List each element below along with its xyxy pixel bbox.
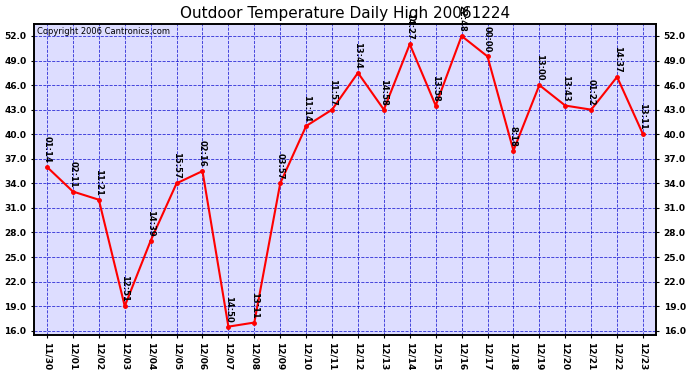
Text: 13:58: 13:58 [431,75,440,101]
Text: 14:58: 14:58 [380,79,388,105]
Text: 01:14: 01:14 [43,136,52,163]
Text: 14:39: 14:39 [146,210,155,237]
Text: 01:22: 01:22 [586,79,595,105]
Text: 12:51: 12:51 [120,275,129,302]
Text: 02:16: 02:16 [198,140,207,167]
Text: 13:43: 13:43 [561,75,570,101]
Text: 03:57: 03:57 [276,153,285,179]
Text: 11:14: 11:14 [302,95,310,122]
Text: 13:00: 13:00 [535,54,544,81]
Text: 13:44: 13:44 [353,42,362,69]
Text: 11:21: 11:21 [95,169,103,195]
Text: 13:11: 13:11 [250,292,259,318]
Text: Copyright 2006 Cantronics.com: Copyright 2006 Cantronics.com [37,27,170,36]
Title: Outdoor Temperature Daily High 20061224: Outdoor Temperature Daily High 20061224 [180,6,510,21]
Text: 22:48: 22:48 [457,5,466,32]
Text: 14:27: 14:27 [405,13,414,40]
Text: 14:50: 14:50 [224,296,233,322]
Text: 11:57: 11:57 [328,79,337,105]
Text: 8:18: 8:18 [509,126,518,146]
Text: 00:00: 00:00 [483,26,492,52]
Text: 02:11: 02:11 [68,160,77,188]
Text: 15:57: 15:57 [172,152,181,179]
Text: 14:37: 14:37 [613,46,622,73]
Text: 13:11: 13:11 [638,103,647,130]
